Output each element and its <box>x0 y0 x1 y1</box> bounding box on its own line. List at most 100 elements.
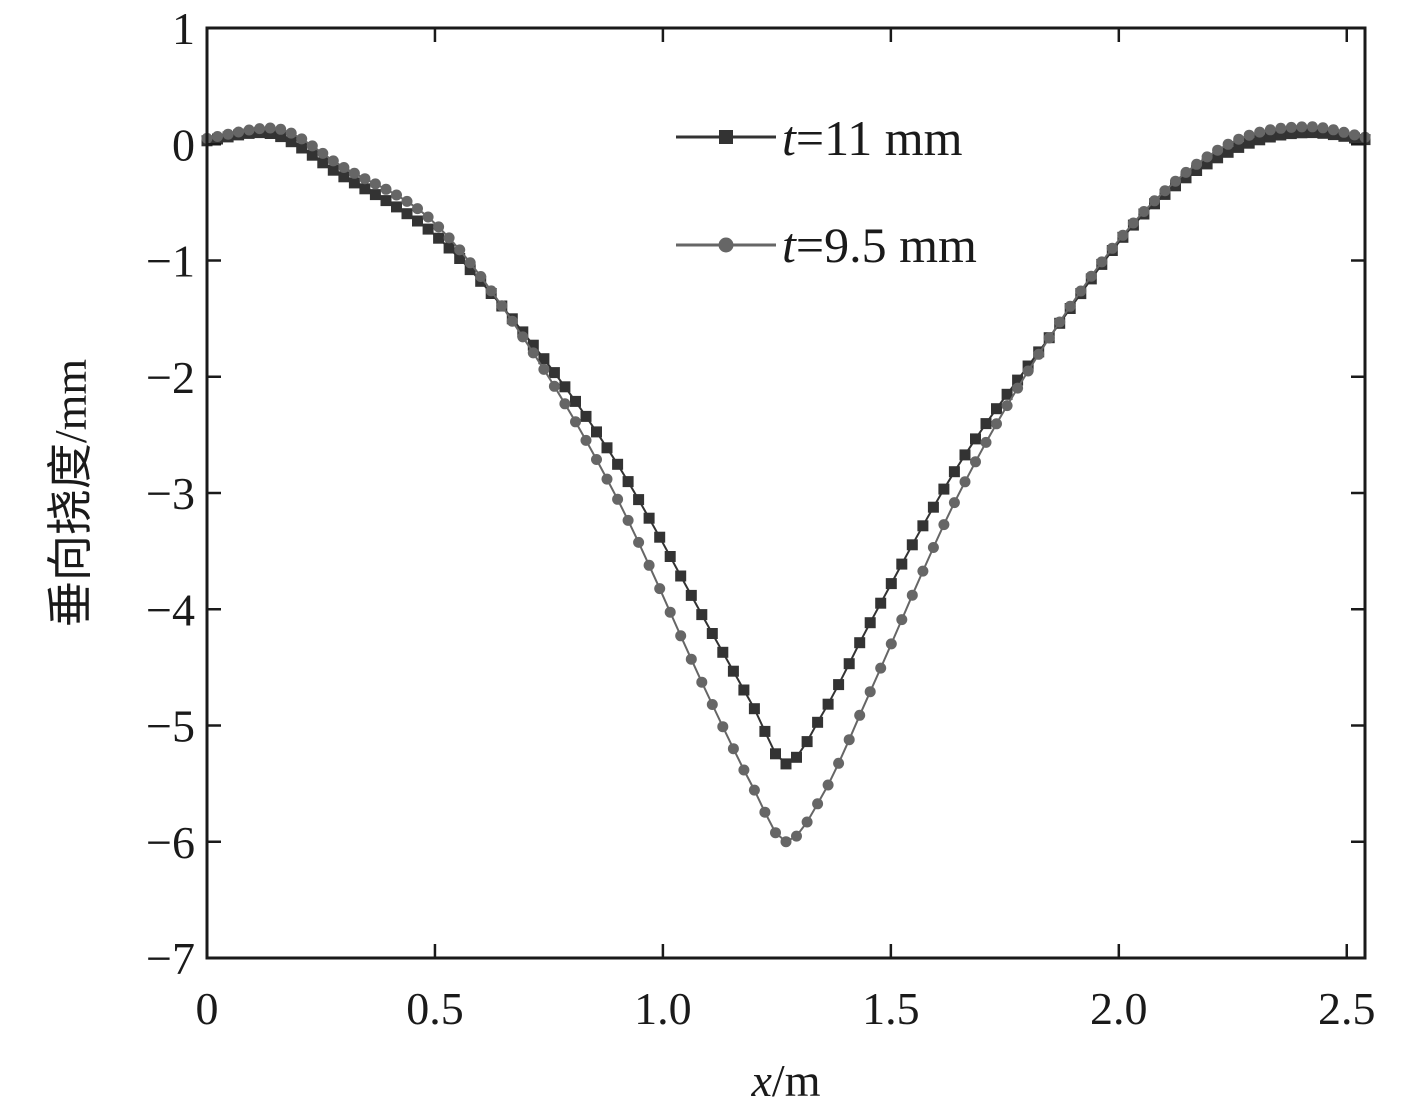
series-t95 <box>201 121 1371 848</box>
data-point-circle <box>980 436 992 448</box>
data-point-circle <box>1201 151 1213 163</box>
data-point-circle <box>875 662 887 674</box>
data-point-square <box>917 520 929 532</box>
data-point-circle <box>222 128 234 140</box>
data-point-circle <box>633 536 645 548</box>
legend-label-t11: t=11 mm <box>782 110 963 166</box>
data-point-circle <box>1054 316 1066 328</box>
data-point-square <box>654 531 666 543</box>
data-point-circle <box>1170 175 1181 187</box>
data-point-circle <box>369 178 381 190</box>
data-point-circle <box>727 743 739 755</box>
y-axis-title: 垂向挠度/mm <box>45 359 96 628</box>
data-point-circle <box>906 589 918 601</box>
legend-marker-square <box>719 130 733 144</box>
data-point-square <box>1222 146 1234 158</box>
data-point-square <box>885 578 897 590</box>
data-point-circle <box>1012 382 1024 394</box>
data-point-square <box>970 433 981 445</box>
x-tick-label: 2.5 <box>1318 983 1376 1034</box>
data-point-circle <box>791 830 802 842</box>
data-point-circle <box>738 764 750 776</box>
data-point-square <box>359 183 371 195</box>
data-point-square <box>706 628 718 639</box>
data-point-circle <box>1033 348 1045 360</box>
data-point-circle <box>822 779 834 791</box>
data-point-circle <box>338 162 350 173</box>
data-point-circle <box>548 380 560 392</box>
legend-item-t95: t=9.5 mm <box>676 217 977 273</box>
x-tick-label: 2.0 <box>1090 983 1148 1034</box>
data-point-circle <box>327 155 339 167</box>
data-point-circle <box>580 434 592 446</box>
data-point-square <box>285 136 297 148</box>
data-point-square <box>685 589 697 601</box>
data-point-square <box>580 410 592 422</box>
data-point-square <box>412 215 423 227</box>
data-point-circle <box>1106 242 1118 254</box>
data-point-circle <box>1233 133 1245 145</box>
data-point-circle <box>1001 400 1013 412</box>
data-point-circle <box>1349 129 1360 141</box>
data-point-circle <box>1022 365 1034 377</box>
data-point-circle <box>833 757 845 769</box>
data-point-square <box>327 164 339 176</box>
data-point-circle <box>517 331 529 343</box>
x-axis-var: x <box>751 1055 773 1106</box>
data-point-square <box>759 725 771 737</box>
data-point-circle <box>959 476 971 488</box>
data-point-circle <box>1275 122 1287 134</box>
data-point-circle <box>559 398 571 410</box>
data-point-square <box>717 646 729 658</box>
data-point-square <box>296 142 308 154</box>
data-point-square <box>464 264 476 276</box>
data-point-circle <box>622 514 634 526</box>
data-point-square <box>738 684 750 696</box>
data-point-circle <box>264 122 276 134</box>
data-point-square <box>1243 137 1255 149</box>
data-point-circle <box>212 131 223 142</box>
data-point-circle <box>696 676 708 688</box>
data-point-circle <box>1149 195 1160 207</box>
data-point-circle <box>1254 126 1266 138</box>
data-point-circle <box>233 126 245 138</box>
data-point-circle <box>454 244 466 256</box>
data-point-square <box>843 658 855 670</box>
data-point-square <box>1254 134 1266 146</box>
y-tick-label: −4 <box>146 584 195 635</box>
data-point-square <box>380 195 392 207</box>
data-point-square <box>612 458 624 470</box>
data-point-square <box>622 476 634 488</box>
data-point-circle <box>296 133 308 145</box>
data-point-circle <box>475 271 487 282</box>
data-point-square <box>927 501 939 513</box>
data-point-circle <box>243 124 255 136</box>
data-point-square <box>1201 158 1213 170</box>
data-point-circle <box>1222 138 1234 150</box>
legend: t=11 mm t=9.5 mm <box>676 110 977 273</box>
data-point-square <box>1275 129 1287 141</box>
data-point-square <box>538 353 550 365</box>
data-point-square <box>338 171 350 183</box>
data-point-circle <box>591 454 602 465</box>
legend-rest-t11: =11 mm <box>796 110 963 166</box>
x-tick-label: 0 <box>196 983 219 1034</box>
legend-var-t11: t <box>782 110 797 166</box>
data-point-square <box>591 426 602 438</box>
data-point-square <box>822 698 834 710</box>
data-point-circle <box>664 606 676 618</box>
data-point-circle <box>927 542 939 553</box>
x-tick-label: 1.0 <box>634 983 692 1034</box>
data-point-square <box>369 189 381 201</box>
data-point-square <box>1191 165 1203 176</box>
data-point-circle <box>885 638 897 650</box>
data-point-square <box>864 617 876 629</box>
data-point-square <box>391 201 402 213</box>
y-tick-label: 1 <box>172 3 195 54</box>
data-point-square <box>633 494 645 506</box>
data-point-circle <box>854 709 866 721</box>
data-point-circle <box>380 183 392 195</box>
data-point-circle <box>1075 285 1087 297</box>
data-point-square <box>727 665 739 677</box>
data-point-square <box>548 367 560 379</box>
